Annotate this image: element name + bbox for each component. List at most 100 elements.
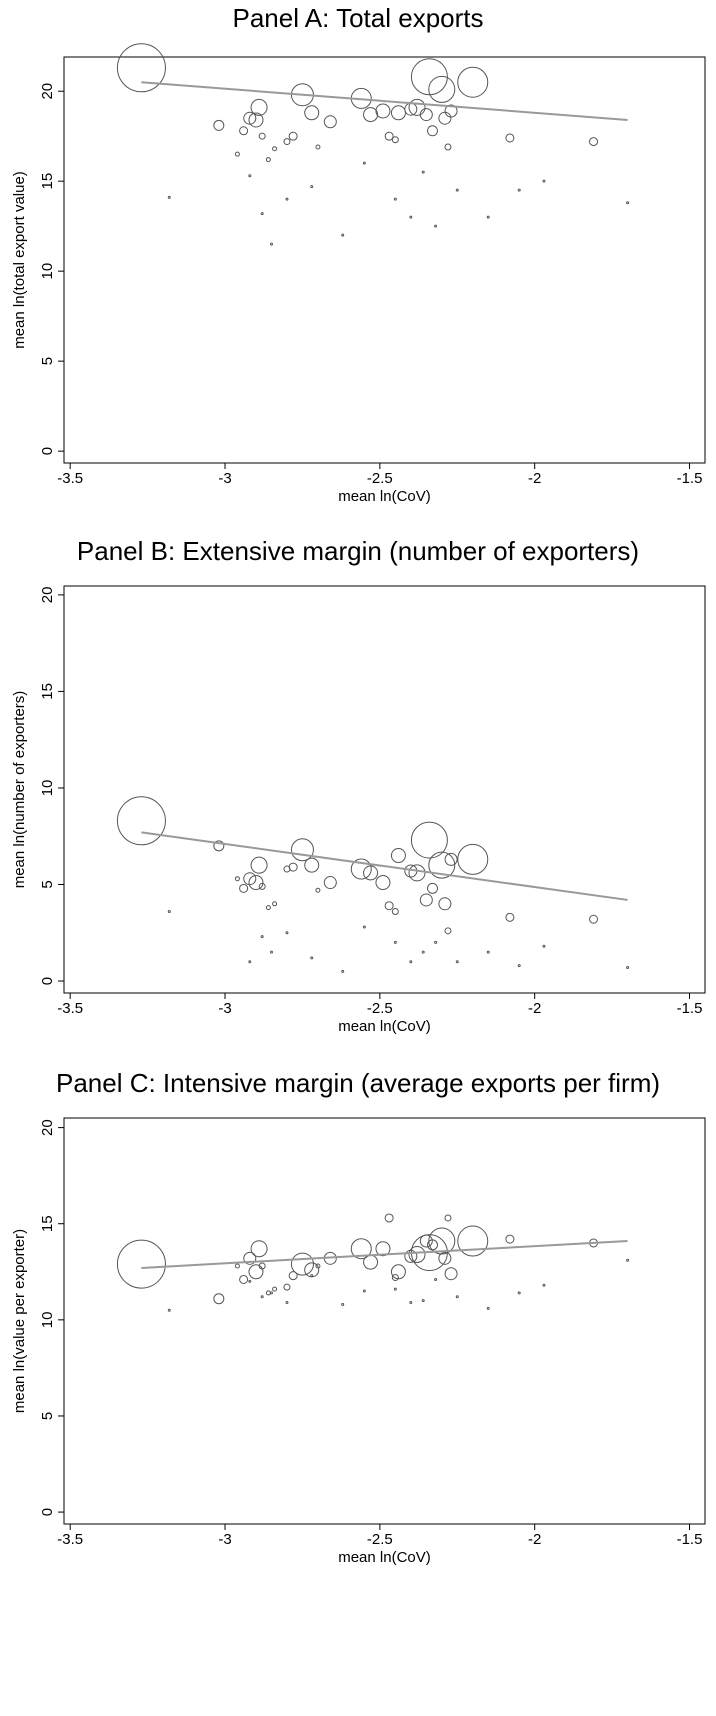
bubble xyxy=(455,960,459,964)
bubble xyxy=(404,102,418,116)
bubble xyxy=(434,1277,438,1281)
bubble xyxy=(250,856,268,874)
bubble xyxy=(248,112,264,128)
y-tick-label: 10 xyxy=(39,1312,56,1329)
bubble xyxy=(419,1234,433,1248)
bubble xyxy=(248,875,264,891)
bubble xyxy=(283,1283,291,1291)
bubble xyxy=(288,131,298,141)
bubble xyxy=(288,862,298,872)
bubble xyxy=(362,1289,366,1293)
bubble xyxy=(393,197,397,201)
bubble xyxy=(234,876,240,882)
bubble xyxy=(542,944,546,948)
bubble xyxy=(410,58,448,96)
bubble xyxy=(167,195,171,199)
y-tick-label: 5 xyxy=(39,357,56,365)
bubble xyxy=(323,115,337,129)
bubble xyxy=(239,1274,249,1284)
x-tick-label: -3 xyxy=(218,1531,231,1548)
bubble xyxy=(589,914,599,924)
bubble xyxy=(457,1225,489,1257)
bubble xyxy=(455,1295,459,1299)
bubble xyxy=(486,950,490,954)
bubble xyxy=(486,1306,490,1310)
bubble xyxy=(269,242,273,246)
bubble xyxy=(409,1301,413,1305)
bubble xyxy=(419,108,433,122)
x-tick-label: -1.5 xyxy=(677,470,703,487)
x-axis-label: mean ln(CoV) xyxy=(338,1549,431,1566)
bubble xyxy=(362,925,366,929)
y-tick-label: 0 xyxy=(39,977,56,985)
bubble xyxy=(421,170,425,174)
fit-line xyxy=(141,1240,628,1269)
bubble xyxy=(517,188,521,192)
bubble xyxy=(323,876,337,890)
bubble xyxy=(505,1234,515,1244)
y-tick-label: 0 xyxy=(39,1508,56,1516)
bubble xyxy=(444,1267,458,1281)
bubble xyxy=(341,1302,345,1306)
bubble xyxy=(350,858,372,880)
y-tick-label: 5 xyxy=(39,880,56,888)
bubble xyxy=(290,1252,314,1276)
bubble xyxy=(285,931,289,935)
bubble xyxy=(248,960,252,964)
bubble xyxy=(542,1283,546,1287)
bubble xyxy=(626,1258,630,1262)
bubble xyxy=(393,940,397,944)
bubble xyxy=(444,143,452,151)
x-tick-label: -3.5 xyxy=(57,470,83,487)
bubble xyxy=(421,1299,425,1303)
x-tick-label: -1.5 xyxy=(677,1531,703,1548)
bubble xyxy=(290,838,314,862)
x-tick-label: -3.5 xyxy=(57,1000,83,1017)
bubble xyxy=(626,201,630,205)
bubble xyxy=(375,103,391,119)
bubble xyxy=(363,1254,379,1270)
bubble xyxy=(239,126,249,136)
bubble xyxy=(542,179,546,183)
bubble xyxy=(428,851,456,879)
x-axis-label: mean ln(CoV) xyxy=(338,1018,431,1035)
bubble xyxy=(391,1274,399,1282)
bubble xyxy=(391,136,399,144)
bubble xyxy=(234,1263,240,1269)
bubble xyxy=(258,882,266,890)
y-tick-label: 5 xyxy=(39,1412,56,1420)
bubble xyxy=(408,1245,426,1263)
bubble xyxy=(626,966,630,970)
bubble xyxy=(426,125,438,137)
y-tick-label: 15 xyxy=(39,683,56,700)
x-tick-label: -2.5 xyxy=(367,1531,393,1548)
y-tick-label: 20 xyxy=(39,1119,56,1136)
bubble xyxy=(310,185,314,189)
bubble xyxy=(517,964,521,968)
bubble xyxy=(409,215,413,219)
bubble xyxy=(438,1251,452,1265)
x-tick-label: -2.5 xyxy=(367,1000,393,1017)
bubble xyxy=(285,1301,289,1305)
bubble xyxy=(444,104,458,118)
bubble xyxy=(408,98,426,116)
bubble xyxy=(269,1291,273,1295)
chart-title: Panel A: Total exports xyxy=(232,3,483,33)
bubble xyxy=(243,1251,257,1265)
bubble xyxy=(419,893,433,907)
fit-line xyxy=(141,831,628,901)
x-tick-label: -3.5 xyxy=(57,1531,83,1548)
bubble xyxy=(258,1262,266,1270)
bubble xyxy=(234,151,240,157)
bubble xyxy=(428,75,456,103)
x-tick-label: -3 xyxy=(218,1000,231,1017)
bubble xyxy=(213,119,225,131)
bubble xyxy=(384,901,394,911)
bubble xyxy=(116,796,166,846)
bubble xyxy=(248,174,252,178)
bubble xyxy=(260,935,264,939)
y-tick-label: 20 xyxy=(39,83,56,100)
bubble xyxy=(116,43,166,93)
chart-title: Panel C: Intensive margin (average expor… xyxy=(56,1068,660,1098)
x-tick-label: -1.5 xyxy=(677,1000,703,1017)
